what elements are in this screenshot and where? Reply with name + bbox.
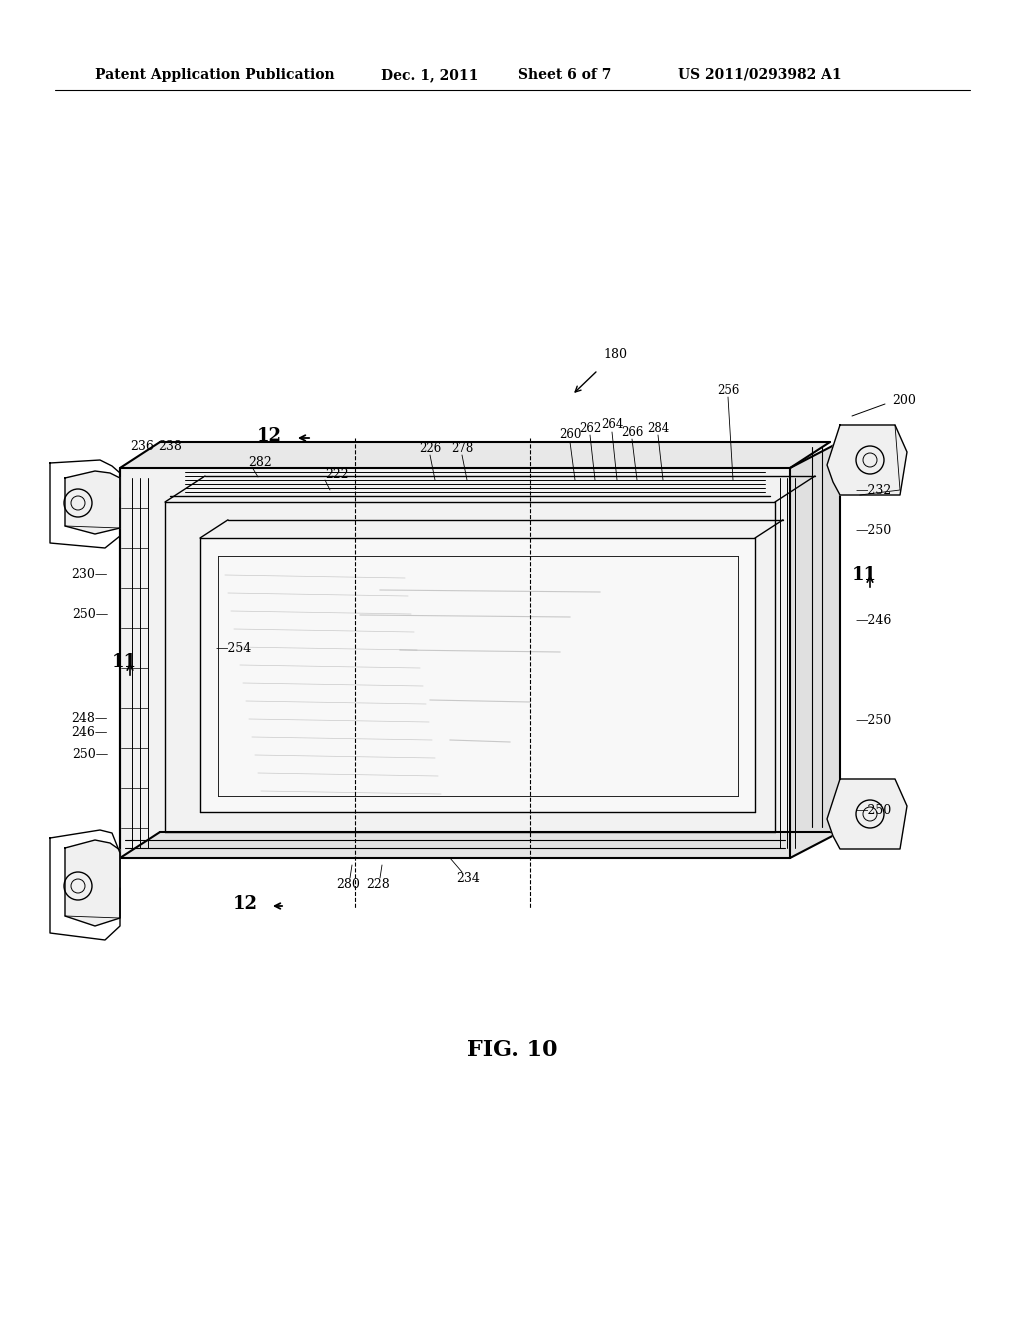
Polygon shape — [120, 442, 830, 469]
Polygon shape — [65, 840, 120, 927]
Text: —246: —246 — [855, 614, 891, 627]
Text: —250: —250 — [855, 524, 891, 536]
Text: Dec. 1, 2011: Dec. 1, 2011 — [381, 69, 478, 82]
Text: FIG. 10: FIG. 10 — [467, 1039, 557, 1061]
Text: —232: —232 — [855, 483, 891, 496]
Text: 236: 236 — [130, 441, 154, 454]
Polygon shape — [827, 425, 907, 495]
Polygon shape — [65, 471, 120, 535]
Text: 264: 264 — [601, 418, 624, 432]
Text: 260: 260 — [559, 429, 582, 441]
Text: 200: 200 — [892, 393, 915, 407]
Polygon shape — [120, 469, 790, 858]
Text: 266: 266 — [621, 425, 643, 438]
Text: —250: —250 — [855, 804, 891, 817]
Text: 250—: 250— — [72, 607, 108, 620]
Polygon shape — [120, 832, 840, 858]
Text: 226: 226 — [419, 441, 441, 454]
Text: 228: 228 — [367, 879, 390, 891]
Text: 11: 11 — [112, 653, 137, 671]
Text: 278: 278 — [451, 441, 473, 454]
Text: 180: 180 — [603, 348, 627, 362]
Text: 12: 12 — [257, 426, 282, 445]
Text: US 2011/0293982 A1: US 2011/0293982 A1 — [678, 69, 842, 82]
Polygon shape — [200, 539, 755, 812]
Text: 238: 238 — [158, 441, 182, 454]
Text: Patent Application Publication: Patent Application Publication — [95, 69, 335, 82]
Text: 280: 280 — [336, 879, 360, 891]
Text: 262: 262 — [579, 421, 601, 434]
Text: 230—: 230— — [72, 568, 108, 581]
Polygon shape — [827, 779, 907, 849]
Text: —250: —250 — [855, 714, 891, 726]
Text: 234: 234 — [456, 871, 480, 884]
Text: 12: 12 — [233, 895, 258, 913]
Text: Sheet 6 of 7: Sheet 6 of 7 — [518, 69, 611, 82]
Text: 246—: 246— — [72, 726, 108, 739]
Text: —254: —254 — [215, 642, 251, 655]
Polygon shape — [790, 442, 840, 858]
Text: 11: 11 — [852, 566, 877, 583]
Text: 256: 256 — [717, 384, 739, 396]
Text: 250—: 250— — [72, 748, 108, 762]
Text: 284: 284 — [647, 421, 669, 434]
Text: 222: 222 — [325, 469, 348, 482]
Text: 248—: 248— — [72, 711, 108, 725]
Text: 282: 282 — [248, 455, 271, 469]
